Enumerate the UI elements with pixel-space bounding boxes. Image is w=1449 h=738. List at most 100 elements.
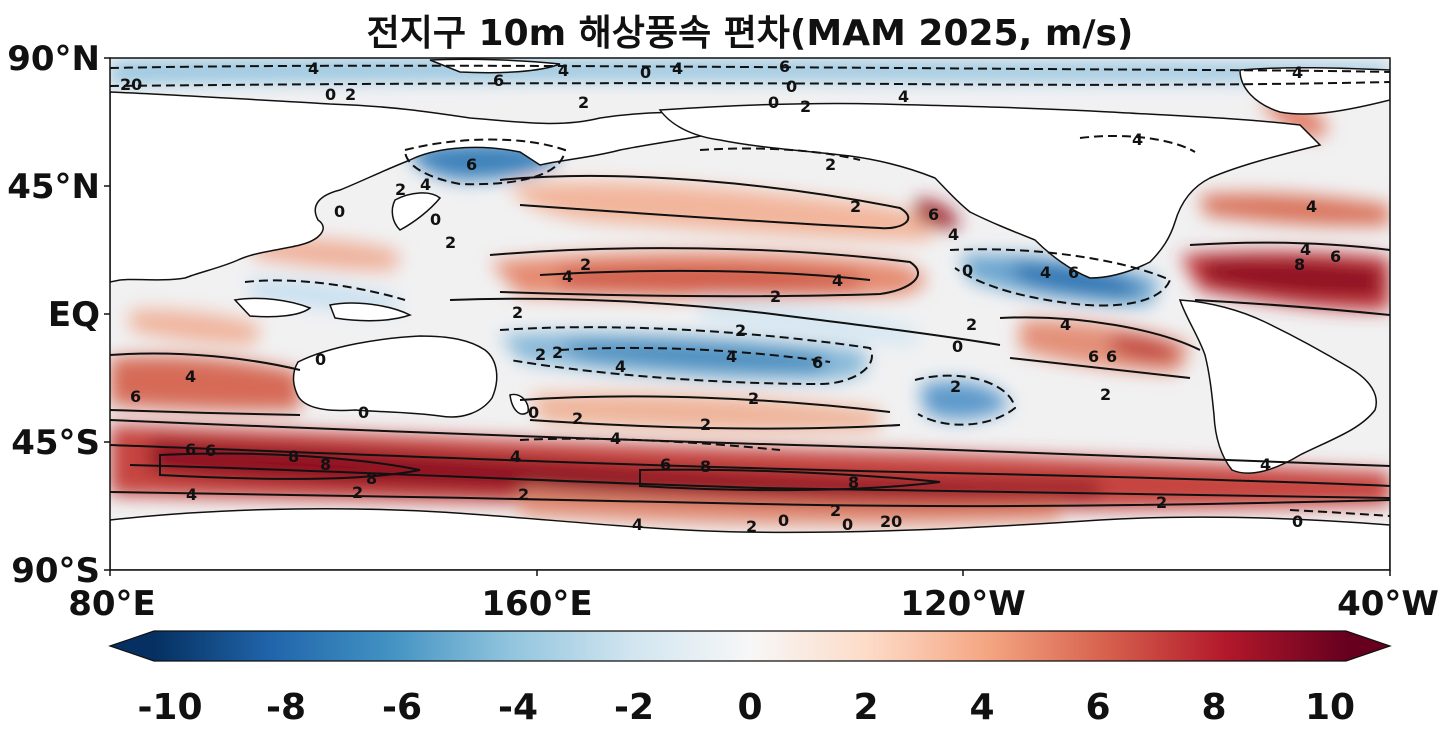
lat-label-90s: 90°S	[11, 551, 100, 591]
land-antarctica	[110, 507, 1390, 570]
axis-ticks	[104, 57, 1391, 576]
colorbar-tick-label: 4	[969, 687, 995, 728]
contour-label: 2	[735, 321, 746, 340]
contour-label: 2	[800, 97, 811, 116]
land-japan	[391, 192, 442, 231]
contour-label: 0	[952, 337, 963, 356]
colorbar-tick-label: 10	[1304, 687, 1356, 728]
contour-label: 8	[700, 457, 711, 476]
land-south-america	[1178, 299, 1377, 474]
contour-label: 2	[512, 303, 523, 322]
colorbar-tick-label: -8	[266, 687, 306, 728]
contour-label: 20	[120, 75, 142, 94]
contour-label: 6	[779, 57, 790, 76]
contour-label: 4	[1132, 130, 1143, 149]
contour-label: 2	[700, 415, 711, 434]
contour-label: 2	[850, 197, 861, 216]
contour-label: 4	[632, 515, 643, 534]
contour-label: 2	[445, 233, 456, 252]
land-australia	[292, 335, 498, 418]
contour-label: 2	[352, 483, 363, 502]
contour-label: 8	[320, 455, 331, 474]
map-title: 전지구 10m 해상풍속 편차(MAM 2025, m/s)	[366, 13, 1134, 54]
contour-label: 2	[535, 345, 546, 364]
contour-label: 4	[1260, 455, 1271, 474]
land-maritime-2	[328, 302, 412, 322]
land-north-america	[658, 102, 1322, 279]
contour-label: 6	[812, 353, 823, 372]
contour-label: 6	[130, 387, 141, 406]
contour-label: 4	[186, 485, 197, 504]
contour-lines-negative	[110, 64, 1390, 517]
contour-label: 2	[748, 389, 759, 408]
contour-label: 8	[1294, 255, 1305, 274]
colorbar-tick-label: 2	[853, 687, 879, 728]
contour-label: 0	[962, 261, 973, 280]
contour-label: 2	[518, 485, 529, 504]
contour-label: 2	[578, 93, 589, 112]
contour-label: 0	[842, 515, 853, 534]
contour-label: 0	[778, 511, 789, 530]
colorbar-gradient	[154, 631, 1346, 661]
colorbar-tick-label: 0	[737, 687, 763, 728]
contour-label: 4	[1060, 315, 1071, 334]
contour-label: 2	[825, 155, 836, 174]
colorbar-tick-label: -10	[137, 687, 203, 728]
contour-label: 0	[430, 210, 441, 229]
land-maritime	[233, 297, 312, 318]
contour-label: 2	[830, 501, 841, 520]
contour-label: 4	[898, 87, 909, 106]
contour-label: 0	[768, 93, 779, 112]
contour-label: 0	[358, 403, 369, 422]
colorbar-tick-label: -4	[498, 687, 538, 728]
contour-label: 4	[510, 447, 521, 466]
contour-label: 6	[493, 71, 504, 90]
contour-label: 0	[334, 202, 345, 221]
colorbar-high-extension	[1346, 631, 1390, 661]
contour-label: 2	[966, 315, 977, 334]
contour-label: 4	[420, 175, 431, 194]
contour-label: 2	[572, 409, 583, 428]
contour-lines	[110, 174, 1390, 508]
contour-label-group: 4 20 0 2 0 6 4 2 4 0 2 0 4 4 6 4 6 2 4 2…	[120, 57, 1341, 536]
colorbar	[108, 630, 1392, 662]
lon-label-80e: 80°E	[68, 584, 156, 624]
land-masses	[110, 58, 1390, 570]
contour-label: 4	[832, 271, 843, 290]
contour-label: 6	[1330, 247, 1341, 266]
lat-label-90n: 90°N	[7, 39, 100, 79]
contour-label: 4	[1040, 263, 1051, 282]
contour-label: 4	[610, 429, 621, 448]
contour-label: 4	[948, 225, 959, 244]
colorbar-tick-label: 8	[1201, 687, 1227, 728]
contour-label: 2	[552, 343, 563, 362]
contour-label: 0	[325, 85, 336, 104]
contour-label: 2	[746, 517, 757, 536]
contour-label: 8	[366, 469, 377, 488]
colorbar-tick-label: 6	[1085, 687, 1111, 728]
lat-label-45s: 45°S	[11, 423, 100, 463]
land-asia	[110, 91, 737, 283]
contour-label: 2	[950, 377, 961, 396]
contour-label: 2	[580, 255, 591, 274]
lon-label-40w: 40°W	[1337, 584, 1439, 624]
contour-label: 2	[770, 287, 781, 306]
contour-label: 4	[1292, 63, 1303, 82]
contour-label: 4	[1306, 197, 1317, 216]
land-greenland	[1239, 66, 1390, 115]
contour-label: 6	[1068, 263, 1079, 282]
contour-label: 4	[562, 267, 573, 286]
colorbar-low-extension	[110, 631, 154, 661]
contour-label: 6	[205, 441, 216, 460]
contour-label: 0	[786, 77, 797, 96]
contour-label: 6	[928, 205, 939, 224]
contour-label: 4	[726, 347, 737, 366]
colorbar-tick-label: -6	[382, 687, 422, 728]
contour-label: 4	[185, 367, 196, 386]
contour-label: 2	[1100, 385, 1111, 404]
contour-label: 2	[1156, 493, 1167, 512]
contour-label: 4	[1300, 240, 1311, 259]
contour-label: 20	[880, 512, 902, 531]
lon-label-160e: 160°E	[481, 584, 593, 624]
contour-label: 4	[615, 357, 626, 376]
